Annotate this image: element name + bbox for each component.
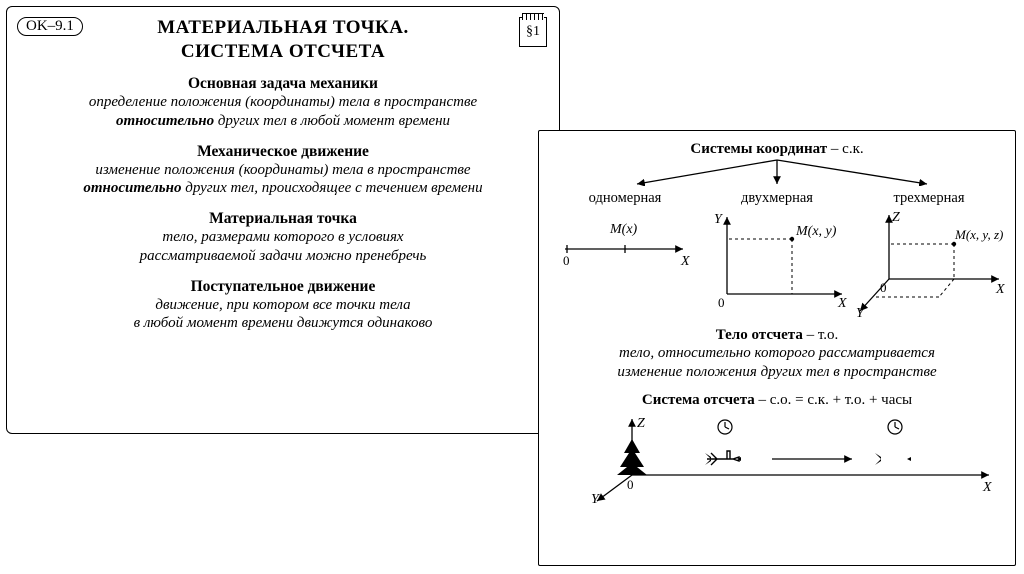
body-material-point-l1: тело, размерами которого в условиях — [21, 228, 545, 247]
formula-reference-system: Система отсчета – с.о. = с.к. + т.о. + ч… — [549, 392, 1005, 409]
origin-2d: 0 — [718, 295, 725, 309]
axis-y-2d: Y — [714, 212, 724, 227]
coord-2d: двухмерная M(x, y) 0 X Y — [702, 190, 852, 309]
block-translational: Поступательное движение движение, при ко… — [21, 278, 545, 334]
origin-1d: 0 — [563, 253, 570, 268]
axis-2d: M(x, y) 0 X Y — [702, 209, 852, 309]
heading-mech-motion: Механическое движение — [21, 143, 545, 161]
card-definitions: OK–9.1 §1 МАТЕРИАЛЬНАЯ ТОЧКА. СИСТЕМА ОТ… — [6, 6, 560, 434]
branch-arrows — [567, 158, 987, 186]
point-3d: M(x, y, z) — [954, 227, 1003, 242]
axis-z-3d: Z — [892, 210, 900, 225]
block-mech-motion: Механическое движение изменение положени… — [21, 143, 545, 199]
axis-1d: 0 M(x) X — [555, 209, 695, 279]
body-translational-l1: движение, при котором все точки тела — [21, 296, 545, 315]
body-material-point-l2: рассматриваемой задачи можно пренебречь — [21, 247, 545, 266]
block-main-task: Основная задача механики определение пол… — [21, 75, 545, 131]
axis-x-2d: X — [837, 296, 847, 309]
airplane-icon-2 — [875, 453, 911, 465]
coord-3d: трехмерная M(x, y, z) 0 X Z Y — [854, 190, 1004, 319]
axis-z-ref: Z — [637, 416, 645, 431]
paragraph-badge: §1 — [519, 17, 547, 47]
body-main-task-l2: относительно других тел в любой момент в… — [21, 112, 545, 131]
heading-coord-systems: Системы координат – с.к. — [549, 141, 1005, 158]
label-2d: двухмерная — [702, 190, 852, 207]
point-1d: M(x) — [609, 222, 638, 237]
axis-x-ref: X — [982, 480, 992, 495]
emph-relative-2: относительно — [83, 180, 181, 196]
ok-badge: OK–9.1 — [17, 17, 83, 36]
axis-y-3d: Y — [856, 306, 866, 319]
paragraph-number: §1 — [520, 24, 546, 40]
reference-system-svg: 0 X Z Y — [557, 413, 997, 505]
card-title-line2: СИСТЕМА ОТСЧЕТА — [61, 41, 505, 63]
body-reference-body-l1: тело, относительно которого рассматривае… — [549, 344, 1005, 363]
clock-icon-1 — [718, 420, 732, 434]
body-mech-motion-l2: относительно других тел, происходящее с … — [21, 179, 545, 198]
block-reference-body: Тело отсчета – т.о. тело, относительно к… — [549, 327, 1005, 382]
diagram-reference-system: 0 X Z Y — [549, 413, 1005, 505]
coord-1d: одномерная 0 M(x) X — [550, 190, 700, 279]
origin-3d: 0 — [880, 280, 887, 295]
label-1d: одномерная — [550, 190, 700, 207]
body-main-task-l1: определение положения (координаты) тела … — [21, 93, 545, 112]
axis-3d: M(x, y, z) 0 X Z Y — [854, 209, 1009, 319]
clock-icon-2 — [888, 420, 902, 434]
card-title-line1: МАТЕРИАЛЬНАЯ ТОЧКА. — [61, 17, 505, 39]
emph-relative-1: относительно — [116, 113, 214, 129]
formula-bold: Система отсчета — [642, 392, 755, 408]
axis-x-3d: X — [995, 282, 1005, 297]
heading-reference-body: Тело отсчета — [716, 327, 803, 343]
body-reference-body-l2: изменение положения других тел в простра… — [549, 363, 1005, 382]
tree-icon — [617, 439, 647, 475]
body-translational-l2: в любой момент времени движутся одинаков… — [21, 314, 545, 333]
block-material-point: Материальная точка тело, размерами котор… — [21, 210, 545, 266]
body-mech-motion-l1: изменение положения (координаты) тела в … — [21, 161, 545, 180]
heading-main-task: Основная задача механики — [21, 75, 545, 93]
label-3d: трехмерная — [854, 190, 1004, 207]
axis-x-1d: X — [680, 254, 690, 269]
heading-translational: Поступательное движение — [21, 278, 545, 296]
heading-material-point: Материальная точка — [21, 210, 545, 228]
coord-row: одномерная 0 M(x) X двухмерная M(x, y) — [549, 190, 1005, 319]
origin-ref: 0 — [627, 477, 634, 492]
point-2d: M(x, y) — [795, 224, 837, 239]
airplane-icon-1 — [705, 451, 741, 465]
card-coordinate-systems: Системы координат – с.к. одномерная 0 M(… — [538, 130, 1016, 566]
heading-coord-systems-bold: Системы координат — [690, 141, 827, 157]
